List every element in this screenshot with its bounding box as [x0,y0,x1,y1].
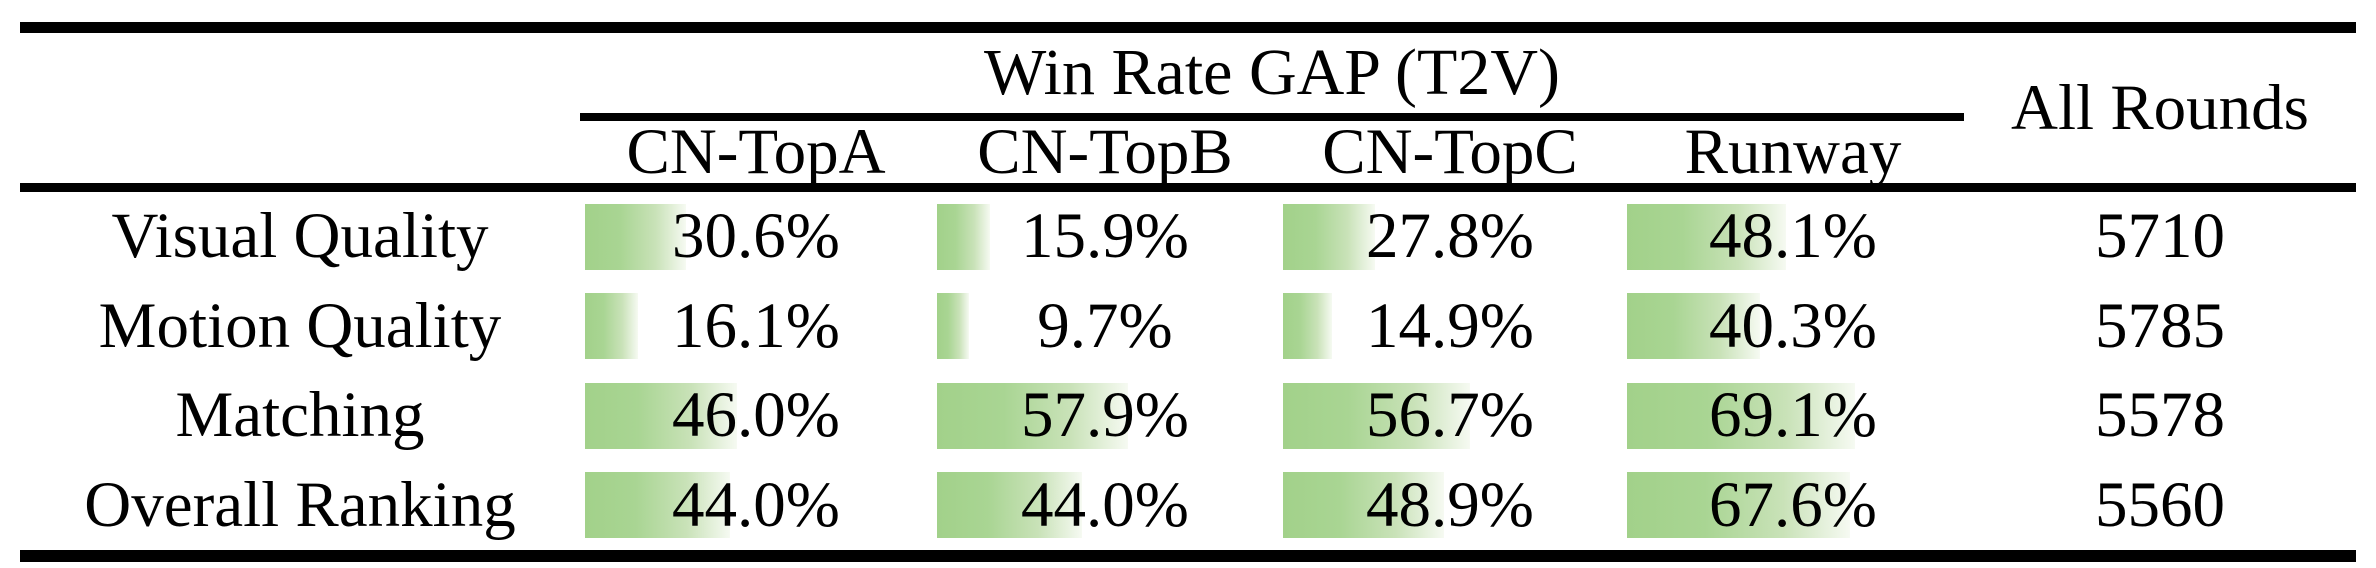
data-cell: 16.1% [580,282,932,372]
win-rate-value: 16.1% [672,289,840,362]
column-headers: CN-TopA CN-TopB CN-TopC Runway [580,116,1964,188]
win-rate-value: 44.0% [1021,468,1189,541]
data-cell: 9.7% [932,282,1278,372]
win-rate-bar [937,472,1083,539]
bottom-rule [20,550,2356,562]
column-header-cn-topa: CN-TopA [626,116,886,188]
win-rate-value: 56.7% [1366,379,1534,452]
win-rate-bar [1283,382,1471,449]
row-label: Matching [175,379,425,452]
all-rounds-value: 5710 [2095,200,2225,273]
win-rate-value: 40.3% [1709,289,1877,362]
data-cell: 48.1% [1622,192,1964,282]
header-spacer [20,33,580,183]
table-row: Overall Ranking 44.0% 44.0% 48.9% 67.6% 5560 [20,461,2356,551]
data-cell: 44.0% [932,461,1278,551]
group-title: Win Rate GAP (T2V) [984,36,1560,109]
win-rate-bar [937,293,969,360]
win-rate-value: 44.0% [672,468,840,541]
win-rate-value: 46.0% [672,379,840,452]
win-rate-bar [937,382,1129,449]
data-cell: 30.6% [580,192,932,282]
win-rate-bar [585,472,731,539]
cmid-rule [580,113,1964,121]
win-rate-bar [585,203,686,270]
data-cell: 14.9% [1278,282,1622,372]
win-rate-bar [1627,472,1851,539]
column-header-cn-topc: CN-TopC [1322,116,1578,188]
win-rate-bar [585,293,639,360]
data-cell: 27.8% [1278,192,1622,282]
data-cell: 67.6% [1622,461,1964,551]
column-header-runway: Runway [1684,116,1902,188]
win-rate-value: 48.1% [1709,200,1877,273]
header-group: Win Rate GAP (T2V) CN-TopA CN-TopB CN-TopC… [580,33,1964,188]
row-label: Visual Quality [111,200,489,273]
data-cell: 44.0% [580,461,932,551]
table-body: Visual Quality 30.6% 15.9% 27.8% 48.1% 5710 Mo… [20,192,2356,550]
win-rate-bar [1627,382,1855,449]
table-row: Motion Quality 16.1% 9.7% 14.9% 40.3% 5785 [20,282,2356,372]
win-rate-bar [1283,472,1445,539]
win-rate-value: 9.7% [1037,289,1173,362]
win-rate-value: 27.8% [1366,200,1534,273]
win-rate-value: 14.9% [1366,289,1534,362]
win-rate-bar [1627,203,1786,270]
data-cell: 46.0% [580,371,932,461]
row-label: Motion Quality [98,289,502,362]
win-rate-bar [1283,203,1375,270]
table-header: Win Rate GAP (T2V) CN-TopA CN-TopB CN-TopC… [20,33,2356,188]
win-rate-bar [1627,293,1760,360]
results-table: Win Rate GAP (T2V) CN-TopA CN-TopB CN-TopC… [20,22,2356,562]
win-rate-bar [1283,293,1333,360]
data-cell: 69.1% [1622,371,1964,461]
table-row: Visual Quality 30.6% 15.9% 27.8% 48.1% 5710 [20,192,2356,282]
data-cell: 56.7% [1278,371,1622,461]
all-rounds-value: 5560 [2095,468,2225,541]
win-rate-value: 57.9% [1021,379,1189,452]
all-rounds-value: 5785 [2095,289,2225,362]
row-label: Overall Ranking [84,468,516,541]
win-rate-value: 48.9% [1366,468,1534,541]
data-cell: 57.9% [932,371,1278,461]
win-rate-bar [937,203,990,270]
data-cell: 15.9% [932,192,1278,282]
table-row: Matching 46.0% 57.9% 56.7% 69.1% 5578 [20,371,2356,461]
top-rule [20,22,2356,33]
win-rate-value: 67.6% [1709,468,1877,541]
header-rule [20,183,2356,192]
all-rounds-value: 5578 [2095,379,2225,452]
data-cell: 48.9% [1278,461,1622,551]
win-rate-value: 69.1% [1709,379,1877,452]
column-header-cn-topb: CN-TopB [977,116,1233,188]
win-rate-bar [585,382,737,449]
win-rate-value: 15.9% [1021,200,1189,273]
data-cell: 40.3% [1622,282,1964,372]
all-rounds-header: All Rounds [2011,71,2309,144]
win-rate-value: 30.6% [672,200,840,273]
